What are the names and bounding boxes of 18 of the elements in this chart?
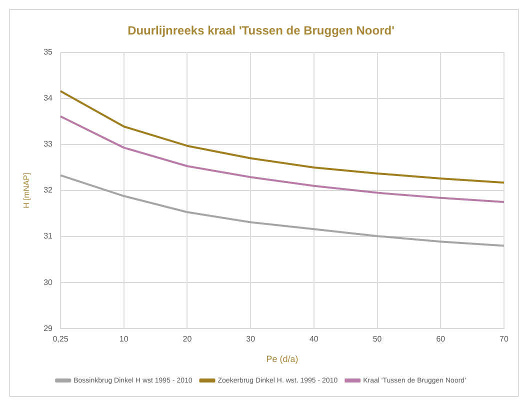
x-tick-label: 40 [309,334,319,344]
x-tick-label: 10 [119,334,129,344]
y-tick-label: 33 [44,140,54,149]
x-tick-label: 30 [246,334,256,344]
x-tick-label: 50 [372,334,382,344]
x-tick-label: 0,25 [52,334,69,344]
x-tick-label: 70 [500,334,509,344]
y-tick-label: 29 [44,324,54,333]
x-axis-title: Pe (d/a) [266,354,298,364]
y-tick-label: 30 [44,278,54,287]
y-tick-label: 32 [44,186,54,195]
y-tick-label: 31 [44,232,54,241]
y-tick-label: 35 [44,48,54,57]
chart-title: Duurlijnreeks kraal 'Tussen de Bruggen Noord' [128,24,395,38]
y-tick-label: 34 [44,94,54,103]
y-axis-title: H [mNAP] [22,172,32,208]
x-tick-label: 20 [182,334,192,344]
x-tick-label: 60 [436,334,446,344]
